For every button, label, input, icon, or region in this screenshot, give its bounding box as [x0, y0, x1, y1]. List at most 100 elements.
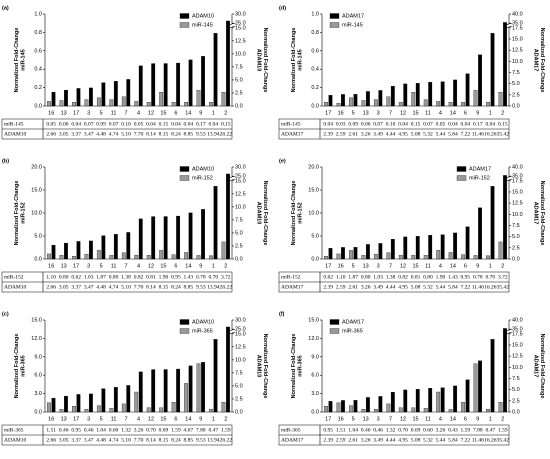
bar	[113, 81, 118, 107]
panel: (a)0.00.20.40.60.81.00.02.55.07.510.012.…	[1, 5, 268, 140]
table-cell: 0.05	[134, 121, 144, 127]
legend-swatch	[179, 22, 190, 28]
x-tick-label: 2	[501, 263, 504, 269]
x-tick-label: 14	[185, 110, 191, 116]
y-tick-label: 0.8	[34, 30, 42, 36]
x-tick-label: 11	[425, 263, 431, 269]
bar	[411, 255, 416, 260]
table-cell: 0.09	[96, 121, 106, 127]
bar	[134, 391, 139, 413]
y2-tick-label: 0.0	[235, 103, 243, 109]
table-cell: 1.10	[336, 274, 346, 280]
table-cell: 0.43	[448, 427, 458, 433]
y-tick-label: 9.0	[311, 354, 319, 360]
bar	[473, 363, 478, 413]
bar	[64, 242, 68, 260]
x-tick-label: 6	[174, 263, 177, 269]
y-tick-label: 3.0	[34, 391, 42, 397]
bar	[213, 339, 218, 413]
bar	[378, 396, 383, 413]
bar	[403, 83, 408, 107]
legend-label: miR-152	[192, 175, 213, 181]
bar	[403, 389, 408, 413]
table-cell: 0.47	[485, 427, 495, 433]
table-cell: 0.81	[411, 274, 421, 280]
x-tick-label: 9	[476, 263, 479, 269]
bar	[121, 96, 126, 107]
table-cell: 1.87	[348, 274, 358, 280]
table-cell: 3.72	[221, 274, 231, 280]
bar	[365, 91, 370, 107]
table-cell: 9.53	[196, 131, 206, 137]
table-cell: 0.82	[134, 274, 144, 280]
table-cell: 26.22	[220, 437, 233, 443]
legend-label: ADAM10	[192, 166, 214, 172]
bar	[373, 254, 378, 260]
y2-tick-label: 17.5	[512, 25, 523, 31]
y-axis-label: Normalized Fold-ChangemiR-365	[14, 334, 27, 399]
x-tick-label: 4	[137, 263, 140, 269]
y2-tick-label: 10.0	[512, 212, 523, 218]
bar	[440, 234, 445, 260]
table-cell: 35.42	[497, 131, 510, 137]
bar	[453, 79, 458, 107]
y2-tick-label: 15.0	[512, 189, 523, 195]
table-cell: 0.60	[109, 427, 119, 433]
x-tick-label: 11	[111, 263, 117, 269]
table-cell: 16.26	[484, 437, 497, 443]
y2-tick-label: 5.0	[235, 383, 243, 389]
panel-label: (b)	[2, 158, 9, 164]
bar	[349, 97, 353, 107]
y2-tick-label: 2.5	[512, 92, 520, 98]
table-cell: 0.10	[121, 121, 131, 127]
table-row-label: ADAM17	[281, 131, 304, 137]
x-tick-label: 7	[125, 263, 128, 269]
panel: (b)0.05.010.015.020.00.02.55.07.510.012.…	[1, 158, 268, 293]
bar	[378, 243, 383, 260]
table-cell: 0.04	[146, 121, 156, 127]
legend-swatch	[329, 328, 340, 334]
table-cell: 3.05	[59, 131, 69, 137]
bar	[336, 402, 341, 413]
x-tick-label: 16	[338, 110, 344, 116]
y-tick-label: 0.6	[34, 48, 42, 54]
x-tick-label: 4	[439, 263, 442, 269]
bar	[151, 369, 156, 413]
y2-tick-label: 0.0	[512, 409, 520, 415]
x-tick-label: 1	[489, 263, 492, 269]
bar	[324, 102, 328, 107]
table-cell: 0.15	[498, 121, 508, 127]
bar	[428, 235, 433, 260]
bar	[109, 255, 114, 260]
table-cell: 0.05	[46, 121, 56, 127]
bar	[163, 216, 168, 260]
bar	[473, 255, 478, 260]
bar	[486, 408, 490, 413]
table-cell: 7.88	[473, 427, 483, 433]
table-cell: 35.42	[497, 437, 510, 443]
table-cell: 0.15	[411, 121, 421, 127]
bar	[201, 209, 205, 260]
x-tick-label: 2	[224, 416, 227, 422]
x-tick-label: 13	[363, 110, 369, 116]
y-tick-label: 20.0	[308, 164, 319, 170]
x-tick-label: 4	[137, 110, 140, 116]
bar	[88, 393, 93, 413]
table-cell: 1.38	[386, 274, 396, 280]
axis-break	[506, 24, 512, 27]
bar	[76, 394, 81, 413]
table-cell: 3.47	[84, 131, 94, 137]
bar	[503, 22, 507, 107]
y2-tick-label: 12.5	[235, 38, 246, 44]
table-row-label: miR-365	[4, 427, 24, 433]
y2-tick-label: 15.0	[235, 331, 246, 337]
table-cell: 8.85	[184, 131, 194, 137]
x-tick-label: 14	[185, 416, 191, 422]
y2-tick-label: 30.0	[235, 11, 246, 17]
x-tick-label: 11	[111, 110, 117, 116]
x-tick-label: 5	[352, 110, 355, 116]
table-cell: 16.26	[484, 131, 497, 137]
table-cell: 3.72	[498, 274, 508, 280]
table-cell: 8.24	[171, 437, 181, 443]
bar	[51, 244, 56, 260]
